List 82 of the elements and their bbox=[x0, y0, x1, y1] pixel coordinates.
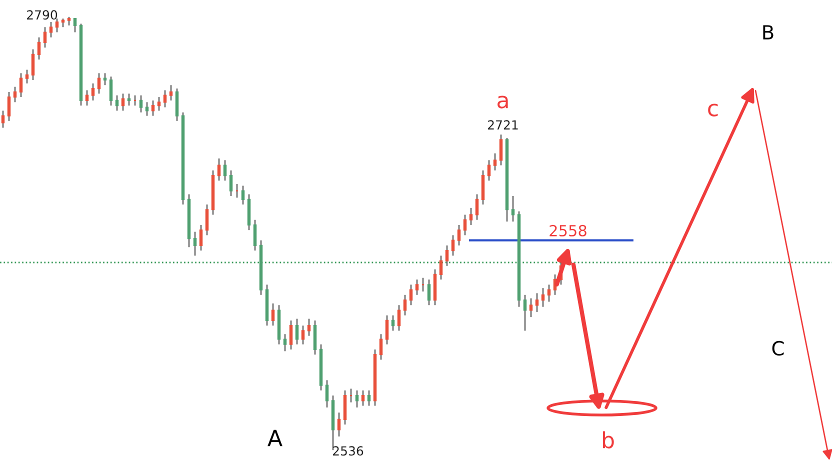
annotation: 2558 bbox=[550, 224, 586, 236]
candlestick bbox=[7, 91, 11, 122]
candlestick bbox=[145, 101, 149, 117]
candlestick bbox=[469, 207, 473, 226]
candlestick bbox=[13, 86, 17, 103]
annotation: 2790 bbox=[27, 10, 58, 20]
text: c bbox=[708, 104, 718, 116]
candlestick bbox=[103, 72, 107, 86]
candlestick bbox=[85, 90, 89, 106]
candlestick bbox=[229, 170, 233, 197]
candlestick bbox=[205, 204, 209, 236]
candlestick bbox=[271, 302, 275, 326]
candlestick bbox=[457, 224, 461, 246]
candlestick bbox=[541, 287, 545, 308]
annotation: 2721 bbox=[488, 120, 518, 130]
candlestick bbox=[157, 96, 161, 112]
candlestick bbox=[289, 320, 293, 350]
candlestick bbox=[193, 231, 197, 256]
candlestick bbox=[535, 292, 539, 313]
candlestick bbox=[151, 100, 155, 117]
text: C bbox=[772, 340, 784, 356]
candlestick bbox=[301, 324, 305, 346]
candlestick bbox=[217, 158, 221, 182]
candlestick bbox=[19, 72, 23, 98]
candlestick bbox=[97, 72, 101, 94]
candlestick bbox=[169, 84, 173, 102]
candlestick bbox=[475, 194, 479, 221]
candlestick bbox=[91, 82, 95, 102]
candlestick bbox=[385, 314, 389, 346]
candlestick bbox=[121, 92, 125, 112]
candlestick bbox=[73, 18, 77, 33]
candlestick bbox=[253, 219, 257, 252]
candlestick bbox=[493, 152, 497, 172]
candlestick bbox=[109, 76, 113, 106]
candlestick bbox=[439, 254, 443, 280]
candlestick bbox=[361, 390, 365, 406]
candlestick bbox=[295, 318, 299, 346]
annotation: A bbox=[268, 430, 282, 446]
candlestick bbox=[397, 304, 401, 332]
candlestick bbox=[37, 36, 41, 60]
candlestick bbox=[463, 214, 467, 236]
text: b bbox=[602, 431, 614, 448]
candlestick bbox=[445, 244, 449, 267]
candlestick bbox=[163, 90, 167, 108]
candlestick bbox=[307, 318, 311, 337]
candlestick bbox=[55, 18, 59, 33]
candlestick bbox=[325, 379, 329, 408]
candlestick bbox=[379, 333, 383, 360]
candlestick bbox=[1, 110, 5, 128]
candlestick bbox=[337, 412, 341, 438]
candlestick bbox=[427, 278, 431, 306]
candlestick bbox=[43, 26, 47, 48]
candlestick bbox=[175, 88, 179, 122]
candlestick bbox=[523, 294, 527, 332]
annotation: a bbox=[498, 96, 508, 108]
candlestick bbox=[367, 390, 371, 406]
candlestick bbox=[139, 94, 143, 114]
candlestick bbox=[481, 170, 485, 206]
annotation: 2536 bbox=[333, 446, 364, 456]
candlestick bbox=[25, 69, 29, 84]
candlestick bbox=[115, 94, 119, 112]
candlestick bbox=[409, 284, 413, 306]
candlestick bbox=[451, 234, 455, 256]
candlestick bbox=[391, 314, 395, 332]
candlestick bbox=[415, 278, 419, 296]
candlestick bbox=[499, 134, 503, 166]
candlestick bbox=[487, 159, 491, 182]
candlestick bbox=[283, 333, 287, 352]
candlestick bbox=[403, 294, 407, 316]
candlestick bbox=[223, 159, 227, 182]
candlestick bbox=[31, 48, 35, 81]
candlestick bbox=[241, 185, 245, 206]
candlestick bbox=[547, 284, 551, 302]
candlestick bbox=[529, 298, 533, 318]
text: B bbox=[763, 25, 774, 40]
candlestick bbox=[355, 390, 359, 408]
candlestick bbox=[49, 21, 53, 38]
candlestick bbox=[511, 195, 515, 222]
candlestick bbox=[199, 224, 203, 252]
candlestick bbox=[313, 320, 317, 356]
candlestick bbox=[127, 92, 131, 106]
candlestick bbox=[343, 390, 347, 426]
